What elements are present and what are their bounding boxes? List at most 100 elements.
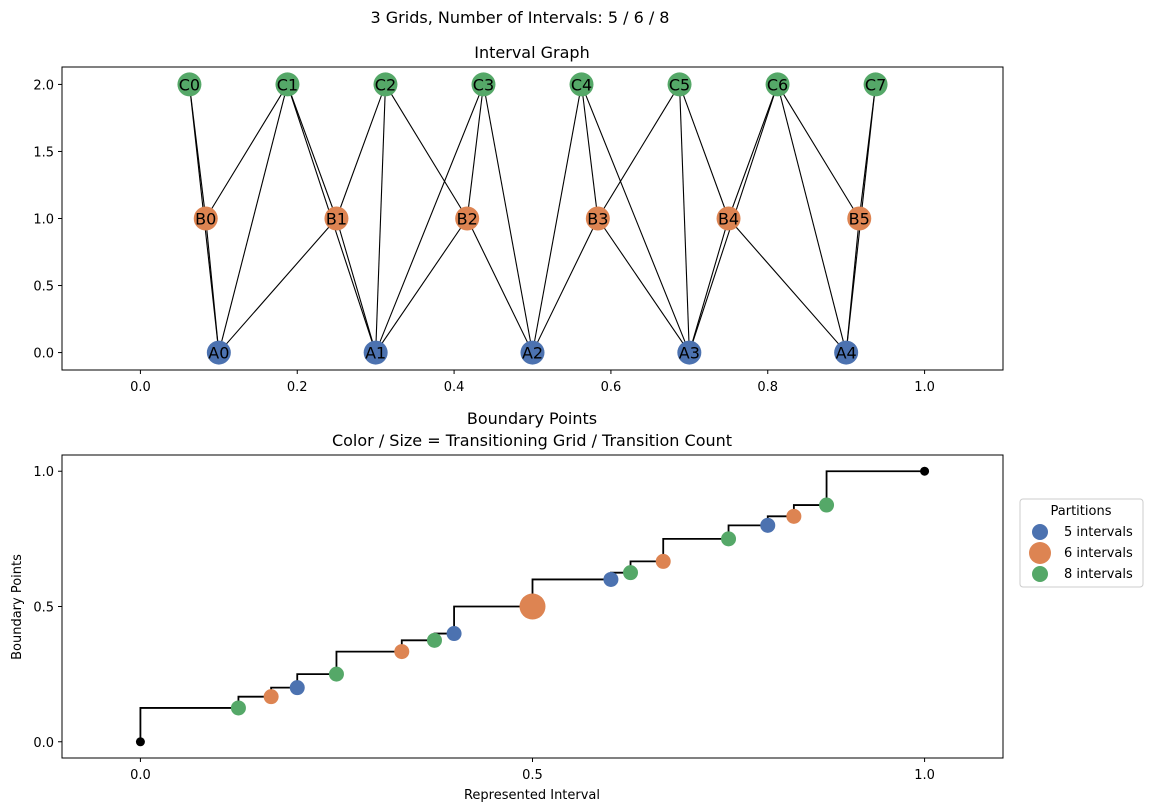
node-C2 xyxy=(373,72,398,97)
boundary-point xyxy=(446,626,462,642)
top-xtick-label: 0.8 xyxy=(757,380,778,395)
edge-B4-C5 xyxy=(679,84,730,219)
node-B0 xyxy=(193,206,218,231)
node-B5 xyxy=(847,206,872,231)
top-ytick-label: 1.0 xyxy=(33,213,54,228)
legend-label-6-intervals: 6 intervals xyxy=(1064,546,1133,561)
boundary-point xyxy=(819,497,835,513)
edge-A3-C5 xyxy=(678,84,690,353)
node-C1 xyxy=(275,72,300,97)
legend-marker-6-intervals xyxy=(1029,542,1051,564)
boundary-points-ylabel: Boundary Points xyxy=(10,554,25,660)
top-ytick-label: 2.0 xyxy=(33,78,54,93)
node-label-B1: B1 xyxy=(326,210,347,229)
endpoint-marker xyxy=(135,737,145,747)
interval-graph-frame xyxy=(61,66,1004,371)
boundary-point xyxy=(760,517,776,533)
node-label-C3: C3 xyxy=(473,75,494,94)
node-A2 xyxy=(520,340,545,365)
node-B2 xyxy=(455,206,480,231)
edge-A2-C4 xyxy=(531,84,583,353)
bottom-ytick-label: 0.0 xyxy=(33,736,54,751)
bottom-xtick-label: 0.0 xyxy=(130,768,151,783)
legend-marker-8-intervals xyxy=(1032,566,1048,582)
boundary-point xyxy=(655,553,671,569)
top-ytick-label: 0.0 xyxy=(33,347,54,362)
edge-A3-B4 xyxy=(688,218,730,353)
node-label-C6: C6 xyxy=(767,75,788,94)
boundary-point xyxy=(263,689,279,705)
edge-B3-C4 xyxy=(580,84,599,219)
node-C3 xyxy=(471,72,496,97)
edge-A2-B3 xyxy=(532,218,599,353)
node-B3 xyxy=(585,206,610,231)
node-C5 xyxy=(667,72,692,97)
boundary-point xyxy=(230,700,246,716)
node-label-C5: C5 xyxy=(669,75,690,94)
edge-A0-C1 xyxy=(218,84,288,353)
top-xtick-label: 0.0 xyxy=(130,380,151,395)
node-label-A0: A0 xyxy=(208,344,229,363)
top-xtick-label: 0.6 xyxy=(601,380,622,395)
boundary-point xyxy=(623,565,639,581)
edge-A4-B4 xyxy=(728,218,847,353)
edge-A1-C2 xyxy=(375,84,387,353)
boundary-point xyxy=(394,644,410,660)
node-A1 xyxy=(363,340,388,365)
node-C4 xyxy=(569,72,594,97)
node-A3 xyxy=(677,340,702,365)
node-label-B4: B4 xyxy=(718,210,739,229)
node-label-C1: C1 xyxy=(277,75,298,94)
boundary-points-subtitle: Color / Size = Transitioning Grid / Tran… xyxy=(332,431,732,450)
node-B4 xyxy=(716,206,741,231)
legend-title: Partitions xyxy=(1051,504,1112,519)
bottom-ytick-label: 1.0 xyxy=(33,465,54,480)
edge-A2-C3 xyxy=(482,84,534,353)
edge-B3-C5 xyxy=(597,84,681,219)
node-label-C2: C2 xyxy=(375,75,396,94)
node-label-B0: B0 xyxy=(195,210,216,229)
edge-A1-B1 xyxy=(335,218,377,353)
edge-A4-C6 xyxy=(777,84,847,353)
edge-A2-B2 xyxy=(466,218,533,353)
node-C6 xyxy=(765,72,790,97)
boundary-ticks: 0.0 0.5 1.0 0.0 0.5 1.0 xyxy=(33,465,935,783)
node-label-A4: A4 xyxy=(836,344,857,363)
boundary-points xyxy=(135,466,930,747)
edge-A1-B2 xyxy=(375,218,468,353)
boundary-point xyxy=(328,666,344,682)
bottom-xtick-label: 1.0 xyxy=(914,768,935,783)
node-label-A3: A3 xyxy=(679,344,700,363)
node-label-C4: C4 xyxy=(571,75,592,94)
boundary-point xyxy=(519,593,546,620)
node-A0 xyxy=(206,340,231,365)
node-C0 xyxy=(177,72,202,97)
node-label-A2: A2 xyxy=(522,344,543,363)
node-label-C0: C0 xyxy=(179,75,200,94)
edge-B2-C2 xyxy=(384,84,468,219)
boundary-points-xlabel: Represented Interval xyxy=(464,788,600,803)
node-B1 xyxy=(324,206,349,231)
edge-B5-C7 xyxy=(858,84,877,219)
boundary-point xyxy=(786,508,802,524)
top-xtick-label: 0.2 xyxy=(287,380,308,395)
edge-B2-C3 xyxy=(466,84,485,219)
endpoint-marker xyxy=(920,466,930,476)
bottom-xtick-label: 0.5 xyxy=(522,768,543,783)
boundary-point xyxy=(289,680,305,696)
node-C7 xyxy=(863,72,888,97)
boundary-points-title: Boundary Points xyxy=(467,409,597,428)
interval-graph-edges xyxy=(188,84,877,353)
legend-label-8-intervals: 8 intervals xyxy=(1064,567,1133,582)
edge-B5-C6 xyxy=(777,84,860,219)
boundary-point xyxy=(603,571,619,587)
top-xtick-label: 1.0 xyxy=(914,380,935,395)
legend: Partitions 5 intervals 6 intervals 8 int… xyxy=(1019,498,1144,588)
legend-marker-5-intervals xyxy=(1032,524,1048,540)
edge-A0-B1 xyxy=(218,218,337,353)
edge-B1-C2 xyxy=(335,84,386,219)
boundary-point xyxy=(721,531,737,547)
boundary-points-frame xyxy=(61,454,1004,759)
edge-B4-C6 xyxy=(728,84,779,219)
